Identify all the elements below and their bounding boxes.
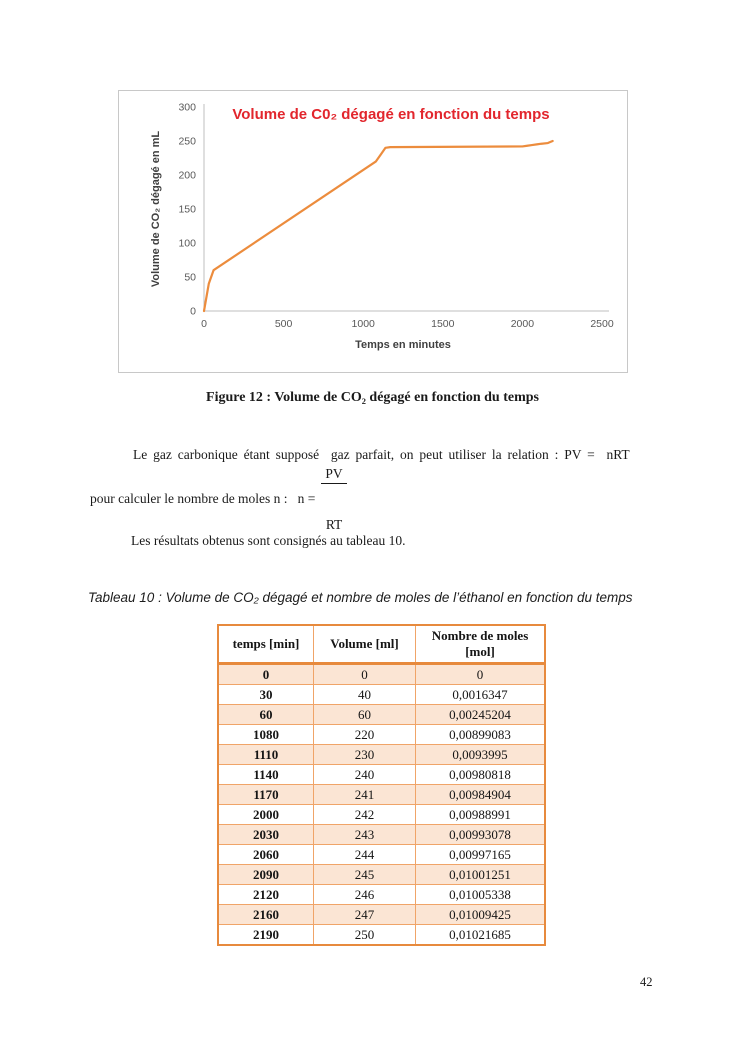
cell-temps: 0 (217, 663, 314, 685)
cell-moles: 0,0093995 (415, 744, 546, 765)
table-row: 1140 240 0,00980818 (217, 764, 546, 785)
cell-temps: 2120 (217, 884, 314, 905)
table-row: 2090 245 0,01001251 (217, 864, 546, 885)
column-header: Nombre de moles [mol] (415, 624, 546, 664)
table-row: 2160 247 0,01009425 (217, 904, 546, 925)
cell-moles: 0,01021685 (415, 924, 546, 946)
cell-volume: 230 (313, 744, 416, 765)
table-caption: Tableau 10 : Volume de CO₂ dégagé et nom… (88, 590, 633, 605)
formula-prefix: pour calculer le nombre de moles n : n = (90, 491, 316, 506)
cell-temps: 1080 (217, 724, 314, 745)
cell-volume: 243 (313, 824, 416, 845)
svg-text:0: 0 (201, 318, 207, 330)
cell-volume: 250 (313, 924, 416, 946)
cell-moles: 0,00988991 (415, 804, 546, 825)
fraction-numerator: PV (321, 466, 347, 484)
svg-text:50: 50 (184, 272, 196, 284)
tableau-10: temps [min] Volume [ml] Nombre de moles [m… (217, 624, 546, 946)
body-text-line2: pour calculer le nombre de moles n : n =… (90, 466, 347, 532)
cell-moles: 0,01001251 (415, 864, 546, 885)
cell-moles: 0 (415, 663, 546, 685)
cell-moles: 0,00899083 (415, 724, 546, 745)
svg-text:2500: 2500 (590, 318, 614, 330)
cell-temps: 2090 (217, 864, 314, 885)
table-row: 30 40 0,0016347 (217, 684, 546, 705)
column-header: temps [min] (217, 624, 314, 664)
body-text-line1: Le gaz carbonique étant supposé gaz parf… (133, 447, 630, 462)
table-row: 1170 241 0,00984904 (217, 784, 546, 805)
column-header: Volume [ml] (313, 624, 416, 664)
table-row: 1080 220 0,00899083 (217, 724, 546, 745)
co2-volume-line-chart: 0 500 1000 1500 2000 2500 0 50 100 150 200 250 300 Vo… (150, 102, 614, 352)
cell-temps: 30 (217, 684, 314, 705)
cell-temps: 60 (217, 704, 314, 725)
svg-text:Temps en minutes: Temps en minutes (355, 339, 451, 351)
svg-text:2000: 2000 (511, 318, 535, 330)
svg-text:250: 250 (178, 136, 196, 148)
cell-moles: 0,00993078 (415, 824, 546, 845)
cell-temps: 1140 (217, 764, 314, 785)
table-row: 2060 244 0,00997165 (217, 844, 546, 865)
cell-moles: 0,00980818 (415, 764, 546, 785)
cell-moles: 0,0016347 (415, 684, 546, 705)
cell-temps: 2160 (217, 904, 314, 925)
svg-text:1000: 1000 (352, 318, 376, 330)
cell-volume: 0 (313, 663, 416, 685)
table-row: 2190 250 0,01021685 (217, 924, 546, 946)
cell-temps: 1110 (217, 744, 314, 765)
cell-temps: 2190 (217, 924, 314, 946)
cell-volume: 246 (313, 884, 416, 905)
svg-text:100: 100 (178, 238, 196, 250)
svg-text:Volume de CO₂ dégagé en mL: Volume de CO₂ dégagé en mL (150, 131, 162, 288)
cell-moles: 0,01005338 (415, 884, 546, 905)
fraction-pv-rt: PV RT (321, 434, 347, 565)
table-header-row: temps [min] Volume [ml] Nombre de moles [m… (217, 624, 546, 664)
table-row: 2030 243 0,00993078 (217, 824, 546, 845)
cell-volume: 60 (313, 704, 416, 725)
cell-temps: 2060 (217, 844, 314, 865)
fraction-denominator: RT (325, 516, 343, 532)
cell-temps: 1170 (217, 784, 314, 805)
cell-moles: 0,00984904 (415, 784, 546, 805)
svg-text:200: 200 (178, 170, 196, 182)
svg-text:1500: 1500 (431, 318, 455, 330)
svg-text:Volume de C0₂ dégagé en foncti: Volume de C0₂ dégagé en fonction du temp… (232, 106, 549, 123)
cell-volume: 241 (313, 784, 416, 805)
cell-volume: 40 (313, 684, 416, 705)
table-row: 2000 242 0,00988991 (217, 804, 546, 825)
cell-volume: 240 (313, 764, 416, 785)
cell-volume: 247 (313, 904, 416, 925)
cell-volume: 220 (313, 724, 416, 745)
figure-12-chart: 0 500 1000 1500 2000 2500 0 50 100 150 200 250 300 Vo… (118, 90, 628, 373)
cell-moles: 0,00245204 (415, 704, 546, 725)
table-header: temps [min] Volume [ml] Nombre de moles [m… (217, 624, 546, 664)
svg-text:0: 0 (190, 306, 196, 318)
cell-volume: 245 (313, 864, 416, 885)
cell-volume: 242 (313, 804, 416, 825)
cell-temps: 2000 (217, 804, 314, 825)
cell-moles: 0,00997165 (415, 844, 546, 865)
figure-caption: Figure 12 : Volume de CO₂ dégagé en fonc… (206, 390, 539, 405)
cell-moles: 0,01009425 (415, 904, 546, 925)
body-text-line3: Les résultats obtenus sont consignés au … (131, 533, 406, 548)
table-row: 1110 230 0,0093995 (217, 744, 546, 765)
svg-text:500: 500 (275, 318, 293, 330)
table-row: 60 60 0,00245204 (217, 704, 546, 725)
cell-volume: 244 (313, 844, 416, 865)
table-body: 0 0 0 30 40 0,0016347 60 60 0,00245204 1080 220 0,0… (217, 663, 546, 946)
svg-text:300: 300 (178, 102, 196, 114)
cell-temps: 2030 (217, 824, 314, 845)
table-row: 2120 246 0,01005338 (217, 884, 546, 905)
page-number: 42 (640, 975, 653, 989)
svg-text:150: 150 (178, 204, 196, 216)
